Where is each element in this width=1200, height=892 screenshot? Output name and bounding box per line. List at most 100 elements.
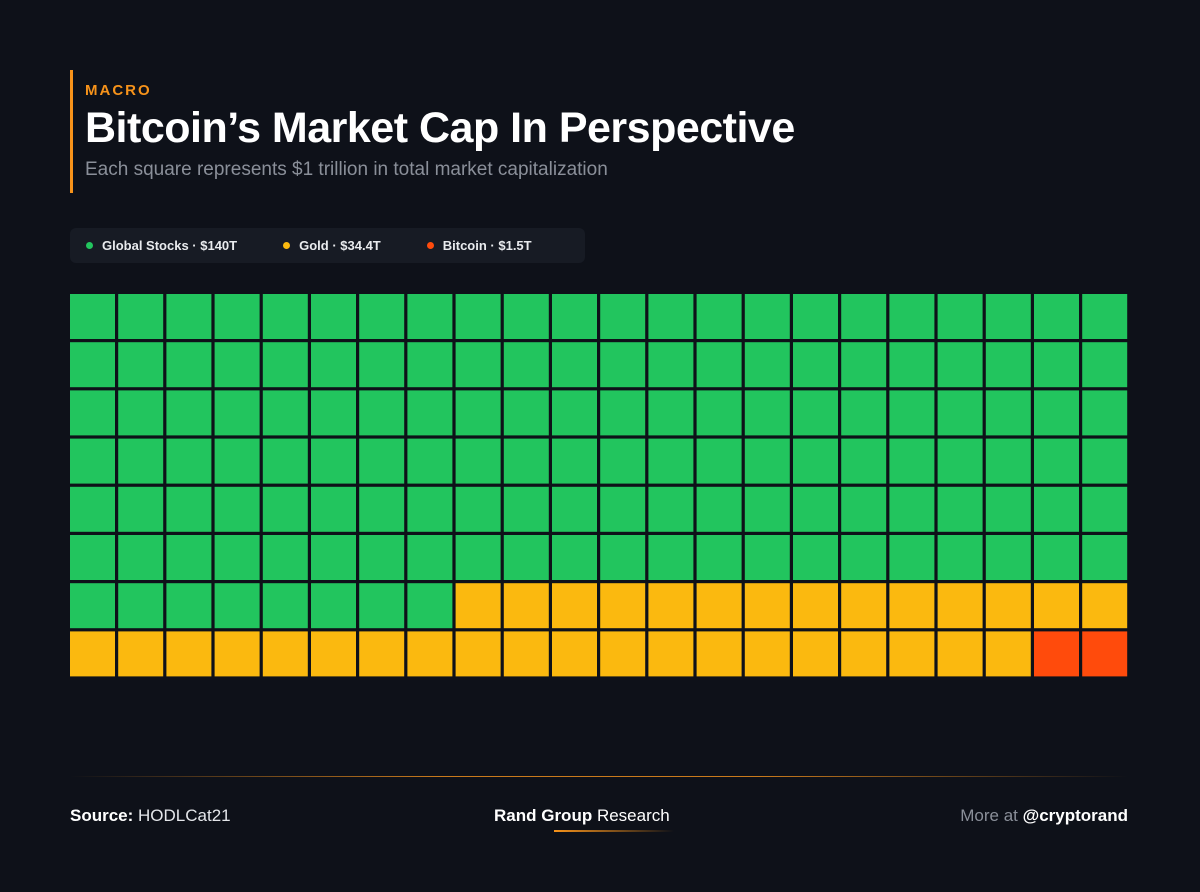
waffle-square-global-stocks — [648, 486, 694, 532]
waffle-square-global-stocks — [889, 535, 935, 580]
waffle-square-global-stocks — [262, 342, 308, 388]
legend: Global Stocks · $140T Gold · $34.4T Bitc… — [70, 228, 585, 263]
waffle-square-global-stocks — [1034, 486, 1079, 532]
page-subtitle: Each square represents $1 trillion in to… — [85, 159, 608, 180]
footer-brand: Rand Group Research — [494, 806, 674, 832]
waffle-square-global-stocks — [166, 294, 212, 339]
waffle-square-global-stocks — [985, 486, 1031, 532]
waffle-square-global-stocks — [166, 535, 212, 580]
waffle-square-global-stocks — [503, 342, 549, 388]
waffle-square-global-stocks — [407, 583, 453, 629]
waffle-square-global-stocks — [503, 294, 549, 339]
waffle-square-gold — [407, 631, 453, 677]
waffle-square-global-stocks — [1034, 438, 1079, 484]
legend-label-bitcoin: Bitcoin · $1.5T — [442, 238, 532, 253]
waffle-square-global-stocks — [118, 583, 164, 629]
waffle-square-global-stocks — [118, 342, 164, 388]
kicker: MACRO — [85, 82, 152, 99]
waffle-square-gold — [70, 631, 115, 677]
brand-underline — [554, 830, 674, 832]
waffle-square-global-stocks — [311, 294, 356, 339]
waffle-square-global-stocks — [841, 438, 887, 484]
waffle-square-gold — [793, 583, 838, 629]
waffle-square-gold — [503, 583, 549, 629]
waffle-square-global-stocks — [455, 342, 501, 388]
waffle-square-global-stocks — [937, 535, 983, 580]
legend-dot-stocks — [86, 242, 93, 249]
waffle-square-gold — [552, 631, 597, 677]
waffle-square-gold — [214, 631, 260, 677]
waffle-square-global-stocks — [214, 486, 260, 532]
waffle-square-global-stocks — [793, 438, 838, 484]
waffle-square-gold — [600, 583, 646, 629]
waffle-square-gold — [744, 583, 790, 629]
source-label: Source: — [70, 806, 134, 825]
waffle-square-gold — [359, 631, 405, 677]
waffle-square-global-stocks — [214, 583, 260, 629]
waffle-square-global-stocks — [118, 294, 164, 339]
waffle-square-global-stocks — [262, 486, 308, 532]
footer-source: Source: HODLCat21 — [70, 806, 231, 826]
waffle-square-global-stocks — [552, 438, 597, 484]
waffle-square-gold — [889, 583, 935, 629]
waffle-square-gold — [793, 631, 838, 677]
waffle-square-global-stocks — [359, 535, 405, 580]
waffle-square-global-stocks — [262, 390, 308, 436]
waffle-square-global-stocks — [1034, 535, 1079, 580]
waffle-square-global-stocks — [696, 294, 742, 339]
waffle-square-global-stocks — [744, 486, 790, 532]
divider — [70, 776, 1128, 777]
waffle-square-global-stocks — [262, 583, 308, 629]
waffle-square-global-stocks — [889, 342, 935, 388]
waffle-square-global-stocks — [744, 294, 790, 339]
waffle-square-global-stocks — [744, 342, 790, 388]
source-value: HODLCat21 — [138, 806, 231, 825]
waffle-square-global-stocks — [552, 535, 597, 580]
waffle-square-global-stocks — [359, 342, 405, 388]
waffle-square-global-stocks — [889, 438, 935, 484]
waffle-square-gold — [985, 631, 1031, 677]
waffle-square-global-stocks — [552, 294, 597, 339]
waffle-square-global-stocks — [503, 390, 549, 436]
waffle-square-global-stocks — [793, 486, 838, 532]
legend-item-gold: Gold · $34.4T — [283, 238, 381, 253]
waffle-square-global-stocks — [889, 390, 935, 436]
legend-dot-gold — [283, 242, 291, 249]
waffle-square-gold — [503, 631, 549, 677]
waffle-square-global-stocks — [1082, 342, 1128, 388]
waffle-square-gold — [937, 583, 983, 629]
waffle-square-global-stocks — [841, 342, 887, 388]
waffle-square-bitcoin — [1082, 631, 1128, 677]
waffle-square-global-stocks — [1082, 535, 1128, 580]
waffle-square-global-stocks — [503, 438, 549, 484]
waffle-square-global-stocks — [937, 486, 983, 532]
waffle-square-global-stocks — [407, 535, 453, 580]
waffle-square-global-stocks — [359, 583, 405, 629]
waffle-square-global-stocks — [359, 390, 405, 436]
waffle-square-global-stocks — [841, 294, 887, 339]
waffle-square-gold — [841, 631, 887, 677]
waffle-square-gold — [455, 583, 501, 629]
waffle-square-global-stocks — [600, 486, 646, 532]
waffle-square-global-stocks — [262, 438, 308, 484]
waffle-square-global-stocks — [166, 583, 212, 629]
social-handle[interactable]: @cryptorand — [1022, 806, 1128, 825]
waffle-square-global-stocks — [311, 390, 356, 436]
waffle-square-global-stocks — [793, 294, 838, 339]
waffle-square-global-stocks — [985, 342, 1031, 388]
waffle-square-global-stocks — [648, 438, 694, 484]
waffle-square-global-stocks — [600, 342, 646, 388]
waffle-square-global-stocks — [407, 342, 453, 388]
waffle-square-global-stocks — [503, 535, 549, 580]
waffle-square-global-stocks — [455, 438, 501, 484]
waffle-square-global-stocks — [407, 294, 453, 339]
waffle-square-global-stocks — [1082, 438, 1128, 484]
waffle-square-gold — [262, 631, 308, 677]
waffle-square-gold — [937, 631, 983, 677]
legend-item-stocks: Global Stocks · $140T — [86, 238, 237, 253]
waffle-square-global-stocks — [552, 390, 597, 436]
waffle-square-global-stocks — [359, 438, 405, 484]
waffle-square-global-stocks — [841, 390, 887, 436]
waffle-square-gold — [889, 631, 935, 677]
